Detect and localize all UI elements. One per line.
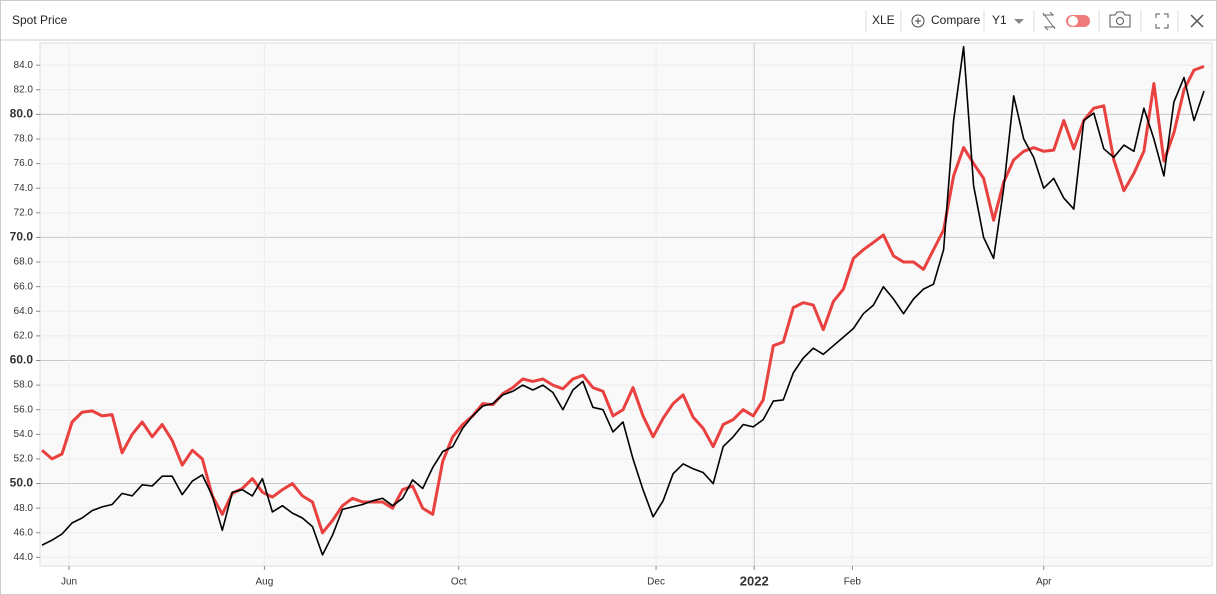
compare-icon (911, 14, 925, 28)
compare-button[interactable]: Compare (911, 13, 981, 28)
compare-label: Compare (931, 13, 981, 27)
close-icon[interactable] (1190, 14, 1204, 28)
y-tick-label: 44.0 (14, 552, 34, 563)
x-tick-label: Jun (61, 577, 77, 588)
range-dropdown[interactable] (1014, 19, 1024, 24)
y-tick-label: 46.0 (14, 527, 34, 538)
y-tick-label: 56.0 (14, 404, 34, 415)
y-tick-label: 50.0 (10, 476, 34, 490)
y-tick-label: 64.0 (14, 306, 34, 317)
camera-icon (1116, 17, 1124, 25)
y-tick-label: 62.0 (14, 331, 34, 342)
series-line (41, 45, 1205, 556)
y-tick-label: 54.0 (14, 429, 34, 440)
fullscreen-icon[interactable] (1155, 13, 1169, 29)
y-tick-label: 74.0 (14, 183, 34, 194)
x-tick-label: Dec (647, 577, 665, 588)
y-tick-label: 68.0 (14, 257, 34, 268)
grid: 44.0 46.0 48.0 50.0 52.0 54.0 56.0 58.0 60.0 62.0… (10, 43, 1212, 588)
camera-icon[interactable] (1109, 11, 1131, 28)
y-tick-label: 78.0 (14, 134, 34, 145)
y-tick-label: 48.0 (14, 503, 34, 514)
x-tick-label: Oct (451, 577, 467, 588)
y-tick-label: 72.0 (14, 207, 34, 218)
symbol-button[interactable]: XLE (872, 13, 895, 27)
y-tick-label: 58.0 (14, 380, 34, 391)
y-tick-label: 84.0 (14, 60, 34, 71)
y-tick-label: 80.0 (10, 107, 34, 121)
x-tick-label: 2022 (740, 573, 769, 588)
y-tick-label: 60.0 (10, 353, 34, 367)
y-tick-label: 52.0 (14, 454, 34, 465)
y-tick-label: 70.0 (10, 230, 34, 244)
chart-title: Spot Price (12, 13, 68, 27)
y-tick-label: 66.0 (14, 281, 34, 292)
x-tick-label: Apr (1036, 577, 1052, 588)
y-tick-label: 76.0 (14, 158, 34, 169)
y-tick-label: 82.0 (14, 84, 34, 95)
series (41, 45, 1205, 556)
x-tick-label: Aug (255, 577, 273, 588)
plot-area (39, 42, 1213, 567)
compare-icon (915, 18, 921, 24)
toggle-knob (1068, 16, 1078, 26)
x-tick-label: Feb (844, 577, 862, 588)
range-button[interactable]: Y1 (992, 13, 1007, 27)
sync-icon[interactable] (1042, 11, 1056, 31)
